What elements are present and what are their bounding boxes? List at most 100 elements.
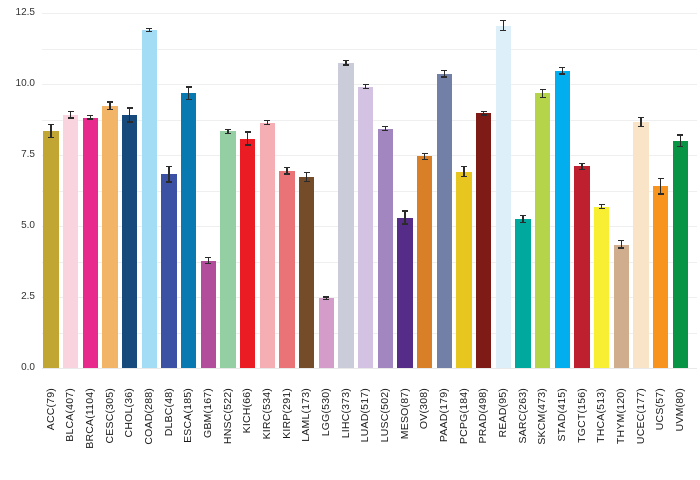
error-bar-line [502, 20, 504, 32]
error-bar-cap-top [205, 257, 212, 259]
x-tick-label: PRAD(498) [477, 388, 490, 444]
error-bar-cap-bot [401, 223, 409, 225]
error-bar-line [306, 172, 308, 183]
error-bar [244, 131, 251, 146]
error-bar-cap-top [323, 296, 330, 298]
error-bar-cap-bot [126, 121, 133, 123]
bar-gbm [200, 260, 216, 368]
bar-skcm [535, 93, 551, 368]
error-bar-cap-bot [460, 175, 468, 178]
error-bar-cap-bot [67, 117, 74, 119]
error-bar-line [581, 163, 583, 170]
error-bar-cap-top [382, 125, 389, 127]
gridline [42, 48, 697, 50]
error-bar-line [345, 59, 347, 66]
x-tick-label: HNSC(522) [221, 388, 234, 445]
error-bar-cap-top [264, 120, 271, 122]
error-bar-line [207, 257, 209, 264]
error-bar-cap-bot [539, 96, 546, 99]
error-bar-cap-bot [244, 144, 251, 146]
bar-lgg [318, 298, 334, 368]
error-bar [637, 116, 645, 128]
error-bar-cap-bot [637, 125, 645, 128]
x-tick-label: LGG(530) [319, 388, 332, 437]
bar-esca [181, 93, 197, 368]
error-bar [146, 27, 153, 33]
error-bar-line [384, 125, 386, 132]
x-tick-label: SARC(263) [516, 388, 529, 444]
error-bar-line [168, 165, 170, 183]
y-tick-label: 2.5 [21, 291, 35, 302]
error-bar-cap-top [598, 203, 605, 206]
error-bar-line [109, 101, 111, 110]
error-bar-line [129, 107, 131, 123]
error-bar [421, 152, 428, 161]
error-bar-cap-top [342, 59, 350, 62]
bar-prad [476, 113, 492, 368]
error-bar-cap-bot [441, 76, 448, 78]
error-bar [165, 165, 173, 183]
error-bar [362, 83, 369, 90]
x-tick-label: MESO(87) [398, 388, 411, 440]
bar-meso [397, 217, 413, 368]
error-bar-cap-top [106, 101, 114, 103]
error-bar-cap-bot [578, 168, 586, 170]
error-bar-line [404, 210, 406, 225]
x-tick-label: KIRP(291) [280, 388, 293, 439]
error-bar-line [89, 115, 91, 120]
error-bar-cap-top [67, 110, 74, 112]
error-bar-cap-top [500, 20, 507, 22]
error-bar [205, 257, 212, 264]
x-tick-label: SKCM(473) [536, 388, 549, 445]
bar-coad [141, 30, 157, 368]
error-bar-cap-bot [362, 88, 369, 90]
y-tick-label: 7.5 [21, 149, 35, 160]
bar-blca [63, 114, 79, 368]
error-bar [264, 120, 271, 126]
error-bar-line [542, 88, 544, 99]
error-bar-cap-bot [224, 132, 232, 134]
error-bar-cap-top [559, 67, 566, 69]
error-bar-cap-top [283, 166, 291, 168]
error-bar-line [266, 120, 268, 126]
error-bar-line [660, 177, 662, 195]
bar-lihc [338, 62, 354, 368]
x-tick-label: CESC(305) [103, 388, 116, 444]
x-tick-label: ACC(79) [44, 388, 57, 431]
error-bar-cap-top [441, 69, 448, 71]
bar-hnsc [220, 131, 236, 368]
error-bar-cap-top [362, 83, 369, 85]
error-bar-cap-bot [519, 221, 527, 224]
error-bar [382, 125, 389, 132]
error-bar-cap-top [637, 116, 645, 119]
error-bar-line [620, 240, 622, 249]
error-bar [303, 172, 310, 183]
error-bar [539, 88, 546, 99]
error-bar [106, 101, 114, 110]
error-bar-cap-top [224, 128, 232, 131]
y-tick-label: 10.0 [15, 78, 35, 89]
error-bar [224, 128, 232, 134]
x-tick-label: THYM(120) [614, 388, 627, 445]
error-bar [598, 203, 605, 210]
bar-kirp [279, 170, 295, 368]
error-bar [618, 240, 625, 249]
error-bar-cap-bot [618, 247, 625, 249]
x-tick-label: BRCA(1104) [83, 388, 96, 449]
x-tick-label: GBM(167) [201, 388, 214, 439]
bar-brca [82, 117, 98, 368]
bar-thym [613, 244, 629, 368]
error-bar-cap-bot [87, 118, 94, 120]
bar-sarc [515, 218, 531, 368]
bar-kich [240, 138, 256, 368]
error-bar-cap-bot [657, 193, 664, 195]
bar-stad [554, 70, 570, 368]
bar-pcpg [456, 171, 472, 368]
error-bar [480, 111, 487, 116]
error-bar-cap-bot [185, 99, 192, 101]
error-bar [401, 210, 409, 225]
x-tick-label: LAML(173) [300, 388, 313, 442]
error-bar-cap-bot [421, 158, 428, 161]
error-bar-cap-top [421, 152, 428, 154]
error-bar-cap-bot [677, 146, 684, 148]
